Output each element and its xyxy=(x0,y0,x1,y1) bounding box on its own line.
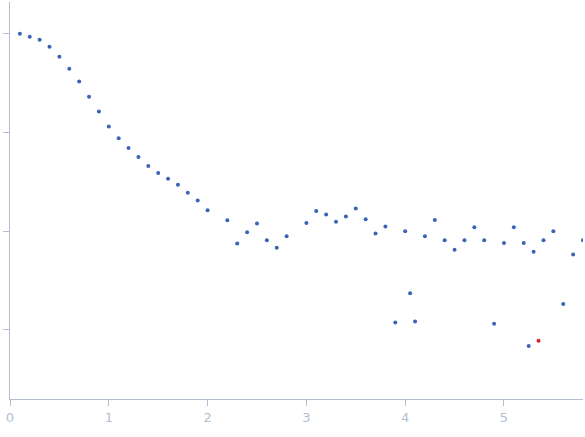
svg-text:1: 1 xyxy=(105,410,113,425)
svg-text:5: 5 xyxy=(500,410,508,425)
svg-text:4: 4 xyxy=(401,410,409,425)
svg-text:0: 0 xyxy=(6,410,14,425)
svg-text:3: 3 xyxy=(302,410,310,425)
svg-text:2: 2 xyxy=(203,410,211,425)
